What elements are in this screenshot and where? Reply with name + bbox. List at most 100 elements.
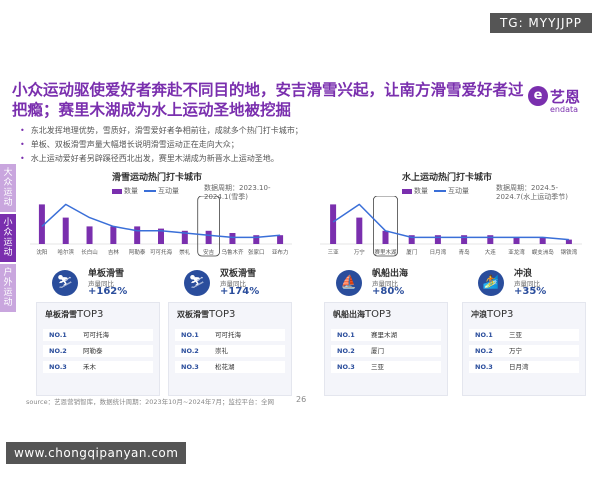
top3-heading: TOP3 bbox=[487, 309, 514, 320]
tick-label: 大连 bbox=[485, 248, 497, 256]
card-name: 双板滑雪 bbox=[220, 269, 257, 279]
top3-heading: TOP3 bbox=[77, 309, 104, 320]
table-row: NO.2 万宁 bbox=[469, 345, 579, 357]
table-row: NO.3 日月湾 bbox=[469, 361, 579, 373]
table-row: NO.1 赛里木湖 bbox=[331, 329, 441, 341]
tick-label: 赛里木湖 bbox=[374, 248, 397, 256]
water-panel-title: 水上运动热门打卡城市 bbox=[402, 173, 493, 183]
bar bbox=[253, 235, 260, 244]
table-row: NO.3 松花湖 bbox=[175, 361, 285, 373]
card-ski: ⛷ 双板滑雪 声量同比 +174% bbox=[184, 266, 294, 300]
logo-mark-icon: e bbox=[528, 86, 548, 106]
bar bbox=[513, 237, 520, 244]
bar bbox=[356, 217, 363, 244]
table-row: NO.1 可可托海 bbox=[43, 329, 153, 341]
ski-chart: 沈阳 哈尔滨 长白山 吉林 阿勒泰 可可托海 崇礼 安吉 乌鲁木齐 张家口 亚布力 bbox=[30, 196, 292, 257]
bullet-item: 水上运动爱好者另辟蹊径西北出发，赛里木湖成为新晋水上运动圣地。 bbox=[20, 152, 460, 166]
bar bbox=[382, 230, 389, 244]
page-number: 26 bbox=[296, 395, 307, 404]
bullet-item: 东北发挥地理优势，雪质好，滑雪爱好者争相前往，成就多个热门打卡城市； bbox=[20, 124, 460, 138]
tick-label: 厦门 bbox=[406, 248, 417, 256]
water-chart: 三亚 万宁 赛里木湖 厦门 日月湾 青岛 大连 亚龙湾 蜈支洲岛 钢铁湾 bbox=[320, 196, 582, 257]
tick-label: 日月湾 bbox=[430, 248, 447, 256]
bar bbox=[408, 235, 415, 244]
table-row: NO.1 三亚 bbox=[469, 329, 579, 341]
ski-legend: 数量 互动量 bbox=[112, 186, 179, 196]
card-sub: 声量同比 bbox=[220, 280, 246, 288]
url-banner[interactable]: www.chongqipanyan.com bbox=[6, 442, 187, 464]
card-sailing: ⛵ 帆船出海 声量同比 +80% bbox=[336, 266, 446, 300]
tick-label: 安吉 bbox=[203, 248, 215, 256]
bar bbox=[539, 237, 546, 244]
series-line bbox=[332, 203, 569, 241]
bar bbox=[487, 235, 494, 244]
bar bbox=[134, 226, 141, 244]
page-title: 小众运动驱使爱好者奔赴不同目的地，安吉滑雪兴起，让南方滑雪爱好者过把瘾；赛里木湖… bbox=[12, 81, 524, 119]
tick-label: 蜈支洲岛 bbox=[532, 248, 555, 256]
logo-sub: endata bbox=[550, 105, 579, 114]
ski-period: 数据周期：2023.10-2024.1(雪季) bbox=[204, 184, 271, 201]
series-line bbox=[41, 203, 281, 239]
top3-label: 双板滑雪 bbox=[177, 310, 209, 319]
side-tab-outdoor-sports[interactable]: 户外运动 bbox=[0, 264, 16, 312]
tick-label: 乌鲁木齐 bbox=[221, 248, 244, 256]
bar bbox=[330, 204, 337, 244]
legend-line-swatch bbox=[434, 190, 446, 192]
table-row: NO.2 阿勒泰 bbox=[43, 345, 153, 357]
bar bbox=[110, 226, 117, 244]
bar bbox=[434, 235, 441, 244]
source-note: source：艺恩营销智库，数据统计周期：2023年10月~2024年7月；监控… bbox=[26, 398, 275, 406]
tick-label: 亚龙湾 bbox=[508, 248, 525, 256]
table-row: NO.3 三亚 bbox=[331, 361, 441, 373]
card-sub: 声量同比 bbox=[514, 280, 540, 288]
card-sub: 声量同比 bbox=[88, 280, 114, 288]
bar bbox=[86, 226, 93, 244]
water-period: 数据周期：2024.5-2024.7(水上运动季节) bbox=[496, 184, 568, 201]
surfer-icon: 🏄 bbox=[478, 270, 504, 296]
legend-bar-swatch bbox=[112, 188, 122, 194]
table-row: NO.2 厦门 bbox=[331, 345, 441, 357]
tick-label: 长白山 bbox=[81, 248, 98, 256]
card-sub: 声量同比 bbox=[372, 280, 398, 288]
top3-label: 冲浪 bbox=[471, 310, 487, 319]
legend-bar-label: 数量 bbox=[124, 187, 138, 195]
tick-label: 崇礼 bbox=[179, 248, 191, 256]
table-row: NO.3 禾木 bbox=[43, 361, 153, 373]
tick-label: 青岛 bbox=[459, 248, 471, 256]
top3-snowboard: 单板滑雪TOP3 NO.1 可可托海 NO.2 阿勒泰 NO.3 禾木 bbox=[36, 302, 160, 396]
tick-label: 可可托海 bbox=[150, 248, 173, 256]
bar bbox=[158, 228, 164, 244]
legend-bar-swatch bbox=[402, 188, 412, 194]
bar bbox=[38, 204, 45, 244]
side-tab-mass-sports[interactable]: 大众运动 bbox=[0, 164, 16, 212]
top3-heading: TOP3 bbox=[365, 309, 392, 320]
tick-label: 张家口 bbox=[248, 248, 265, 256]
snowboard-icon: ⛷ bbox=[52, 270, 78, 296]
bar bbox=[277, 235, 284, 244]
legend-line-swatch bbox=[144, 190, 156, 192]
legend-bar-label: 数量 bbox=[414, 187, 428, 195]
tick-label: 阿勒泰 bbox=[129, 248, 146, 256]
table-row: NO.2 崇礼 bbox=[175, 345, 285, 357]
bar bbox=[62, 217, 69, 244]
card-value: +162% bbox=[88, 286, 128, 297]
top3-heading: TOP3 bbox=[209, 309, 236, 320]
top3-label: 帆船出海 bbox=[333, 310, 365, 319]
logo-name: 艺恩 bbox=[550, 88, 581, 106]
water-legend: 数量 互动量 bbox=[402, 186, 469, 196]
endata-logo: e 艺恩 endata bbox=[528, 86, 592, 116]
card-value: +80% bbox=[372, 286, 405, 297]
bullet-list: 东北发挥地理优势，雪质好，滑雪爱好者争相前往，成就多个热门打卡城市； 单板、双板… bbox=[20, 124, 460, 166]
side-tab-niche-sports[interactable]: 小众运动 bbox=[0, 214, 16, 262]
tick-label: 三亚 bbox=[328, 249, 340, 256]
watermark-tag: TG: MYYJJPP bbox=[489, 13, 592, 33]
card-name: 冲浪 bbox=[514, 269, 533, 279]
bar bbox=[565, 239, 572, 244]
table-row: NO.1 可可托海 bbox=[175, 329, 285, 341]
tick-label: 万宁 bbox=[354, 248, 366, 256]
tick-label: 吉林 bbox=[108, 248, 120, 256]
ski-icon: ⛷ bbox=[184, 270, 210, 296]
bar bbox=[205, 230, 212, 244]
highlight-box bbox=[373, 196, 398, 257]
tick-label: 亚布力 bbox=[272, 248, 289, 256]
